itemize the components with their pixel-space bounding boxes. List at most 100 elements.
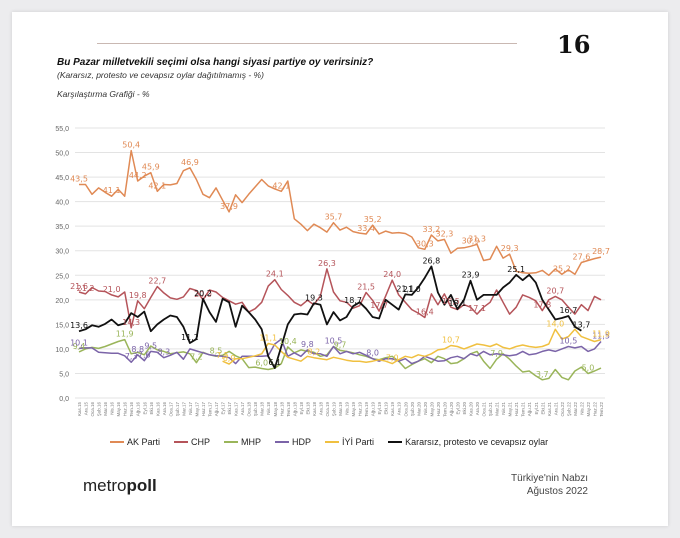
data-label: 3,7 <box>536 370 549 379</box>
legend-item: CHP <box>174 437 210 447</box>
x-tick-label: Mar.17 <box>181 402 186 416</box>
legend-label: CHP <box>191 437 211 447</box>
data-label: 9,8 <box>301 340 314 349</box>
x-tick-label: Ağu.21 <box>527 402 532 417</box>
data-label: 42,1 <box>148 181 166 190</box>
data-label: 6,1 <box>268 358 281 367</box>
data-label: 18,7 <box>344 296 362 305</box>
x-tick-label: Haz.20 <box>436 402 441 417</box>
data-label: 35,7 <box>325 213 343 222</box>
series-line-ak-parti <box>79 149 602 277</box>
data-label: 45,9 <box>142 163 160 172</box>
data-label: 23,9 <box>462 271 480 280</box>
footer-line-2: Ağustos 2022 <box>526 486 588 497</box>
data-label: 20,7 <box>546 286 564 295</box>
data-label: 7,3 <box>125 352 138 361</box>
x-tick-label: Oca.18 <box>247 402 252 417</box>
legend-swatch <box>275 441 290 443</box>
data-label: 20,0 <box>194 290 212 299</box>
x-tick-label: Eki.18 <box>305 402 310 415</box>
x-tick-label: Şub.19 <box>331 402 336 417</box>
x-tick-label: Kas.19 <box>390 402 395 417</box>
data-label: 19,3 <box>305 293 323 302</box>
data-label: 8,0 <box>366 349 379 358</box>
x-tick-label: Kas.17 <box>234 402 239 417</box>
y-tick-label: 15,0 <box>55 322 69 329</box>
data-label: 7,6 <box>138 351 151 360</box>
x-tick-label: Ara.19 <box>397 402 402 416</box>
x-tick-label: Haz.19 <box>358 402 363 417</box>
data-label: 7,2 <box>190 353 203 362</box>
data-label: 26,8 <box>422 256 440 265</box>
x-tick-label: Kas.16 <box>155 402 160 417</box>
x-tick-label: May.18 <box>273 402 278 417</box>
x-tick-label: May.16 <box>116 402 121 417</box>
data-label: 25,1 <box>507 265 525 274</box>
x-tick-label: Mar.18 <box>260 402 265 416</box>
x-tick-label: Ağu.18 <box>292 402 297 417</box>
x-tick-label: May.19 <box>351 402 356 417</box>
data-label: 17,8 <box>533 301 551 310</box>
legend-swatch <box>224 441 239 443</box>
x-tick-label: Eyl.20 <box>455 402 460 415</box>
data-label: 7,5 <box>216 351 229 360</box>
data-label: 10,1 <box>70 338 88 347</box>
data-label: 31,3 <box>468 234 486 243</box>
x-tick-label: Eyl.21 <box>534 402 539 415</box>
x-tick-label: Tem.22 <box>599 402 604 417</box>
y-tick-label: 30,0 <box>55 249 69 256</box>
data-label: 5,0 <box>582 363 595 372</box>
legend-label: HDP <box>292 437 312 447</box>
data-label: 25,2 <box>553 264 571 273</box>
data-label: 44,2 <box>129 171 147 180</box>
metropoll-logo: metropoll <box>83 476 157 496</box>
data-label: 50,4 <box>122 141 140 150</box>
legend-swatch <box>110 441 124 443</box>
x-tick-label: Mar.16 <box>103 402 108 416</box>
data-label: 21,0 <box>103 285 121 294</box>
x-tick-label: Ağu.19 <box>371 402 376 417</box>
x-tick-label: Oca.20 <box>403 402 408 417</box>
x-tick-label: Nis.20 <box>423 402 428 415</box>
x-tick-label: Şub.18 <box>253 402 258 417</box>
data-label: 21,0 <box>403 285 421 294</box>
data-label: 16,4 <box>416 307 434 316</box>
y-tick-label: 0,0 <box>59 396 69 403</box>
data-label: 8,3 <box>157 347 170 356</box>
x-tick-label: May.22 <box>586 402 591 417</box>
x-tick-label: Şub.20 <box>410 402 415 417</box>
x-tick-label: Eyl.19 <box>377 402 382 415</box>
data-label: 41,1 <box>103 186 121 195</box>
x-tick-label: Tem.20 <box>442 402 447 417</box>
x-tick-label: Nis.19 <box>345 402 350 415</box>
x-tick-label: Tem.17 <box>208 402 213 417</box>
data-label: 20,2 <box>194 289 212 298</box>
x-tick-label: Haz.22 <box>592 402 597 417</box>
data-label: 8,5 <box>210 346 223 355</box>
data-label: 8,2 <box>308 348 321 357</box>
x-tick-label: Ağu.17 <box>214 402 219 417</box>
data-label: 21,2 <box>77 284 95 293</box>
data-label: 11,9 <box>592 330 610 339</box>
footer-line-1: Türkiye'nin Nabzı <box>511 473 588 484</box>
x-tick-label: Nis.18 <box>266 402 271 415</box>
logo-bold-text: poll <box>126 476 157 495</box>
data-label: 10,5 <box>325 336 343 345</box>
legend-swatch <box>325 441 340 443</box>
x-tick-label: Eyl.16 <box>142 402 147 415</box>
y-tick-label: 25,0 <box>55 273 69 280</box>
x-tick-label: Mar.20 <box>416 402 421 416</box>
data-label: 21,5 <box>357 282 375 291</box>
data-label: 8,8 <box>131 345 144 354</box>
data-label: 10,7 <box>442 335 460 344</box>
x-tick-label: Ara.16 <box>162 402 167 416</box>
x-tick-label: Ara.15 <box>84 402 89 416</box>
data-label: 29,3 <box>501 244 519 253</box>
x-tick-label: May.21 <box>508 402 513 417</box>
x-tick-label: May.17 <box>194 402 199 417</box>
data-label: 14,0 <box>546 319 564 328</box>
data-label: 11,5 <box>592 332 610 341</box>
y-tick-label: 10,0 <box>55 347 69 354</box>
y-tick-label: 45,0 <box>55 175 69 182</box>
